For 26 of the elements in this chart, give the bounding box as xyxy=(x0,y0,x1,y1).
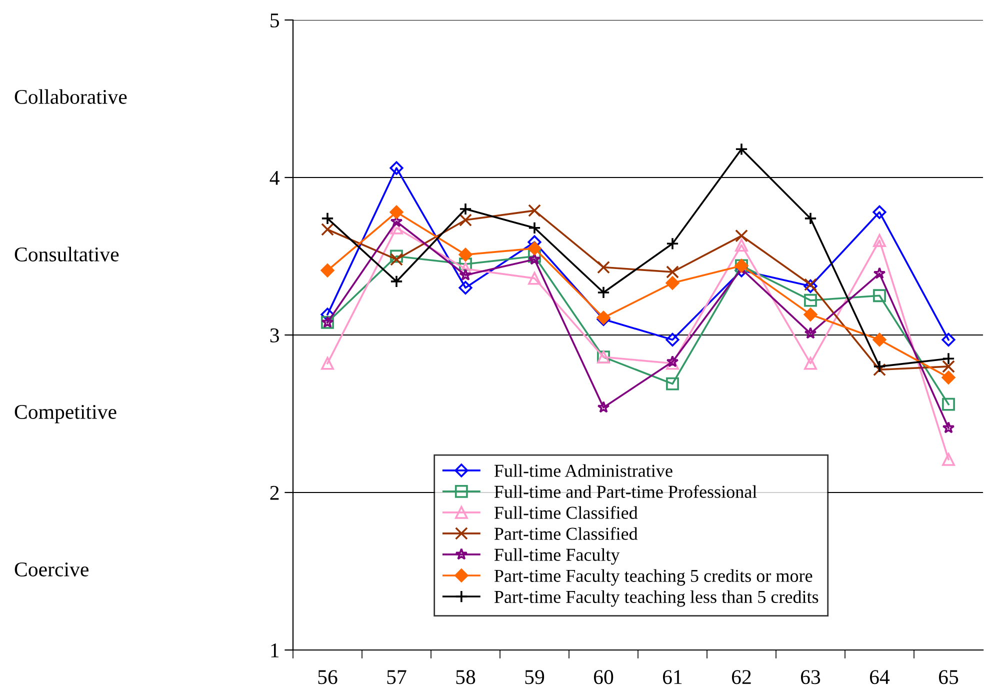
x-tick-label: 62 xyxy=(732,670,751,684)
x-tick-label: 60 xyxy=(594,670,614,684)
x-tick-label: 64 xyxy=(870,670,890,684)
x-tick-label: 59 xyxy=(525,670,544,684)
x-tick-label: 56 xyxy=(318,670,338,684)
x-tick-label: 63 xyxy=(800,670,820,684)
text: Collaborative xyxy=(14,89,127,104)
legend-label: Part-time Faculty teaching less than 5 credits xyxy=(494,590,818,607)
y-tick-label: 5 xyxy=(270,14,279,28)
text: Coercive xyxy=(14,562,88,576)
x-tick-label: 61 xyxy=(662,670,682,684)
x-tick-label: 65 xyxy=(938,670,958,684)
x-tick-label: 58 xyxy=(456,670,476,684)
x-tick-label: 57 xyxy=(387,670,406,684)
legend-label: Full-time Faculty xyxy=(494,548,620,565)
y-tick-label: 2 xyxy=(270,486,279,500)
y-tick-label: 1 xyxy=(271,643,279,658)
legend-label: Full-time Administrative xyxy=(494,464,672,477)
y-tick-label: 3 xyxy=(270,328,279,342)
legend-label: Full-time Classified xyxy=(494,506,638,519)
text: Consultative xyxy=(14,246,119,262)
legend-label: Full-time and Part-time Professional xyxy=(494,485,757,498)
legend-label: Part-time Classified xyxy=(494,527,638,540)
y-tick-label: 4 xyxy=(270,171,280,185)
text: Competitive xyxy=(14,404,116,424)
legend-label: Part-time Faculty teaching 5 credits or more xyxy=(494,569,812,586)
